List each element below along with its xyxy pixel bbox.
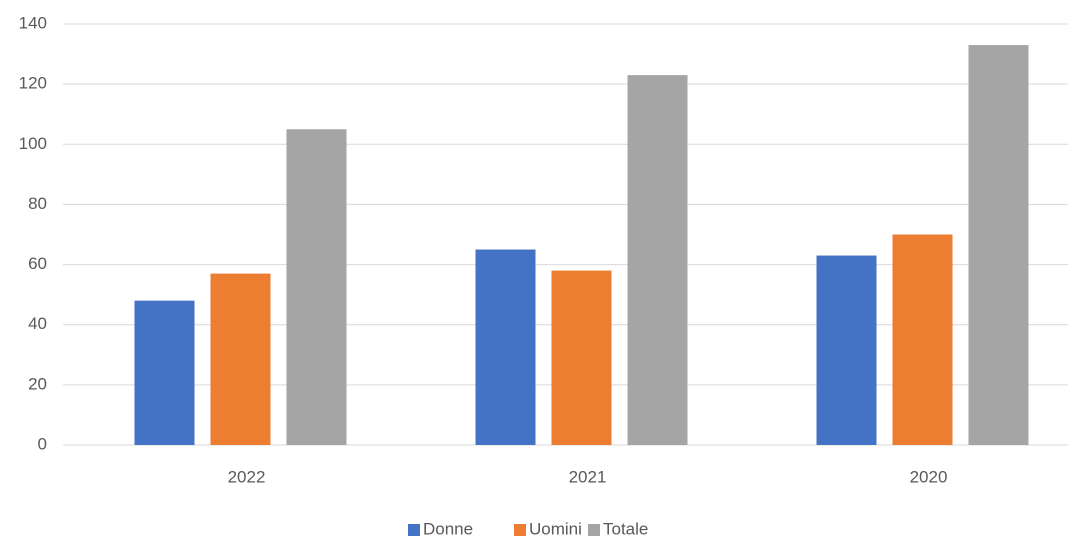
legend-label: Donne [423, 519, 473, 538]
y-tick-label: 120 [19, 74, 47, 93]
bar [134, 300, 195, 445]
y-tick-label: 80 [28, 194, 47, 213]
x-tick-label: 2020 [910, 467, 948, 486]
legend-label: Uomini [529, 519, 582, 538]
bar [551, 270, 612, 445]
y-tick-label: 20 [28, 374, 47, 393]
bar [286, 129, 347, 445]
bar [816, 255, 877, 445]
bar [892, 234, 953, 445]
legend-swatch [408, 524, 420, 536]
y-tick-label: 100 [19, 134, 47, 153]
legend-swatch [514, 524, 526, 536]
y-tick-label: 0 [38, 434, 47, 453]
x-tick-label: 2021 [569, 467, 607, 486]
bar [968, 45, 1029, 446]
y-tick-label: 140 [19, 13, 47, 32]
bar [210, 273, 271, 445]
bar [475, 249, 536, 445]
legend-swatch [588, 524, 600, 536]
y-tick-label: 60 [28, 254, 47, 273]
legend-label: Totale [603, 519, 648, 538]
y-tick-label: 40 [28, 314, 47, 333]
x-tick-label: 2022 [228, 467, 266, 486]
bar [627, 75, 688, 445]
